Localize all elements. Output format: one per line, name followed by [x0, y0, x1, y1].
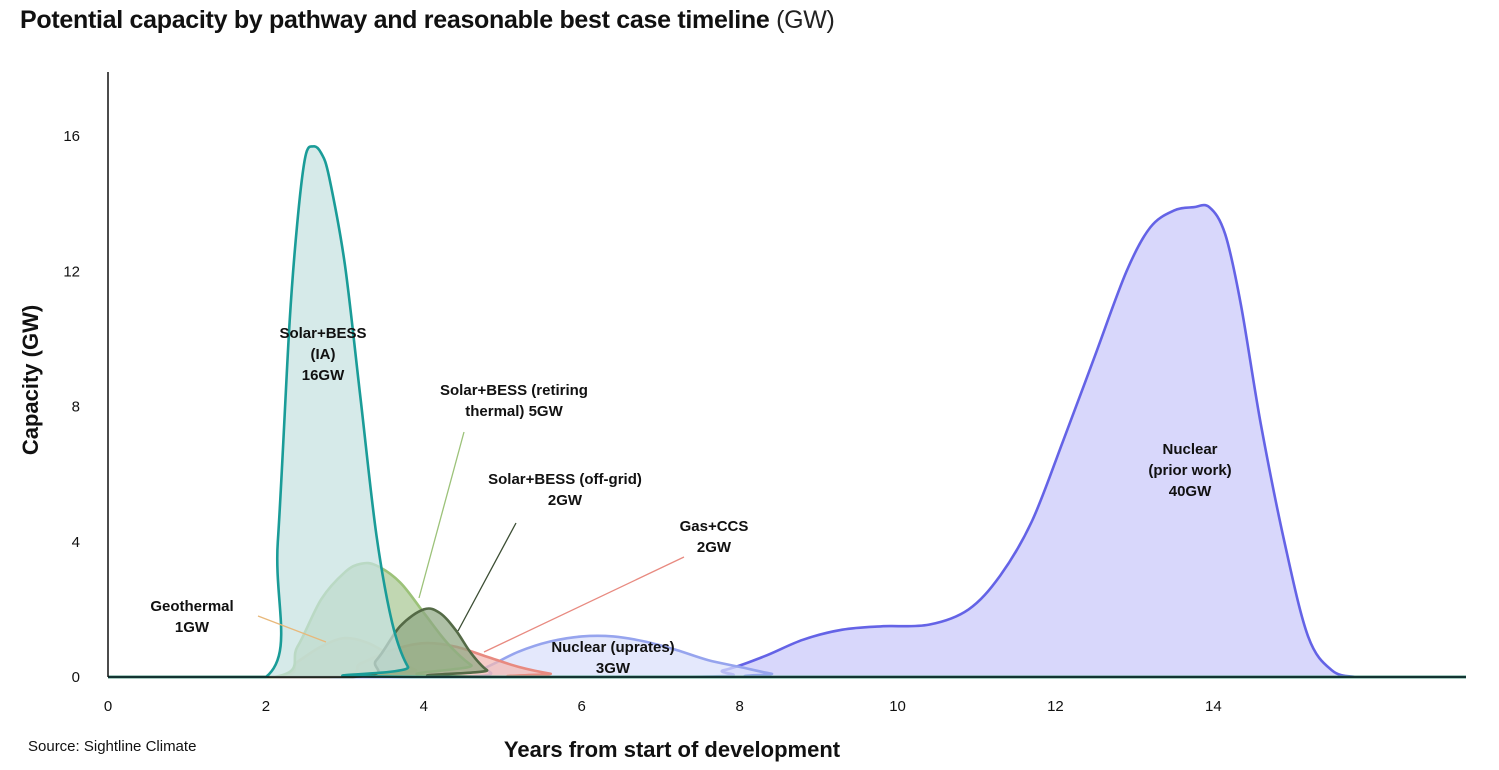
annotation-line: 1GW: [175, 619, 210, 636]
annotation-line: 40GW: [1169, 483, 1212, 500]
annotation-line: (prior work): [1148, 462, 1231, 479]
x-tick-label: 6: [578, 698, 586, 715]
leader-retiring-thermal: [418, 431, 465, 599]
annotation-line: Nuclear: [1162, 441, 1217, 458]
annotation-line: thermal) 5GW: [465, 403, 563, 420]
annotation-label: Gas+CCS 2GW: [680, 518, 749, 556]
x-tick-labels: 0 2 4 6 8 10 12 14: [104, 698, 1222, 715]
source-note: Source: Sightline Climate: [28, 738, 197, 755]
x-tick-label: 14: [1205, 698, 1222, 715]
y-tick-labels: 0 4 8 12 16: [63, 128, 80, 686]
annotation-line: (IA): [311, 346, 336, 363]
leader-gas-ccs: [483, 556, 685, 653]
chart-title-unit: (GW): [776, 6, 835, 34]
area-nuclear-prior-work-40gw: [108, 205, 1466, 677]
leader-geothermal: [257, 615, 327, 643]
annotation-line: 2GW: [697, 539, 732, 556]
series-annotations: Solar+BESS (IA) 16GW Solar+BESS (retiring th…: [150, 325, 1231, 677]
chart-title-main: Potential capacity by pathway and reason…: [20, 6, 770, 34]
annotation-line: 3GW: [596, 660, 631, 677]
line-nuclear-prior-work-40gw: [108, 203, 1466, 679]
annotation-label: Nuclear (prior work) 40GW: [1148, 441, 1231, 500]
y-tick-label: 12: [63, 263, 80, 280]
annotation-label: Nuclear (uprates) 3GW: [551, 639, 674, 677]
y-tick-label: 0: [72, 669, 80, 686]
x-tick-label: 8: [735, 698, 743, 715]
x-axis-title: Years from start of development: [504, 737, 841, 762]
annotation-line: Solar+BESS (retiring: [440, 382, 588, 399]
axes: [107, 72, 1466, 678]
x-tick-label: 10: [889, 698, 906, 715]
y-axis-title: Capacity (GW): [18, 305, 43, 455]
x-tick-label: 4: [420, 698, 428, 715]
annotation-line: Solar+BESS: [279, 325, 366, 342]
leader-off-grid: [457, 522, 517, 632]
annotation-label: Geothermal 1GW: [150, 598, 233, 636]
annotation-label: Solar+BESS (retiring thermal) 5GW: [440, 382, 588, 420]
annotation-label: Solar+BESS (IA) 16GW: [279, 325, 366, 384]
chart-title: Potential capacity by pathway and reason…: [20, 6, 835, 35]
annotation-leader-lines: [257, 431, 685, 653]
x-tick-label: 12: [1047, 698, 1064, 715]
series-areas: [108, 145, 1466, 679]
y-tick-label: 16: [63, 128, 80, 145]
annotation-line: Nuclear (uprates): [551, 639, 674, 656]
x-tick-label: 2: [262, 698, 270, 715]
y-tick-label: 4: [72, 534, 80, 551]
annotation-line: 16GW: [302, 367, 345, 384]
x-tick-label: 0: [104, 698, 112, 715]
annotation-label: Solar+BESS (off-grid) 2GW: [488, 471, 642, 509]
annotation-line: Solar+BESS (off-grid): [488, 471, 642, 488]
y-tick-label: 8: [72, 399, 80, 416]
annotation-line: Gas+CCS: [680, 518, 749, 535]
annotation-line: Geothermal: [150, 598, 233, 615]
annotation-line: 2GW: [548, 492, 583, 509]
area-solar-bess-off-grid-2gw: [108, 608, 1466, 677]
